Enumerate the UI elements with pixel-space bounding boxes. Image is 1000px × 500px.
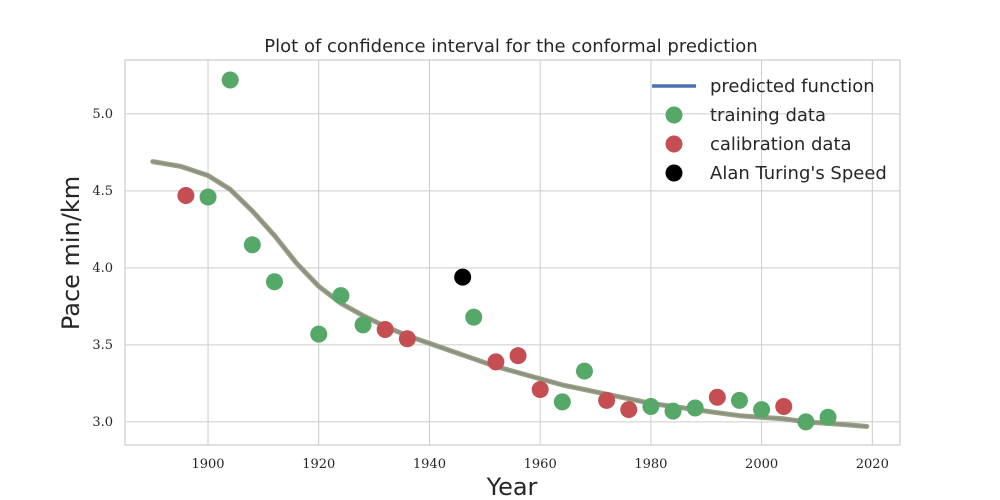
y-tick-label: 4.5: [92, 184, 113, 199]
data-points: [177, 71, 837, 431]
grid: [125, 60, 900, 445]
training-data-point: [265, 273, 283, 291]
training-data-point: [199, 188, 217, 206]
calibration-data-point: [598, 391, 616, 409]
y-tick-label: 3.0: [92, 415, 113, 430]
x-tick-label: 1900: [191, 457, 224, 472]
plot-frame: [124, 59, 901, 446]
training-data-point: [221, 71, 239, 89]
alan-turing-s-speed-point: [454, 268, 472, 286]
training-data-point: [642, 398, 660, 415]
calibration-data-point: [708, 388, 726, 406]
training-data-point: [243, 236, 261, 254]
legend-label-predicted-function: predicted function: [710, 76, 875, 97]
x-tick-label: 1980: [634, 457, 667, 472]
legend-label-calibration-data: calibration data: [710, 134, 852, 155]
x-tick-label: 1920: [302, 457, 335, 472]
training-data-point: [332, 287, 350, 305]
calibration-data-point: [487, 353, 505, 371]
training-data-point: [819, 408, 837, 426]
legend-label-training-data: training data: [710, 105, 826, 126]
x-tick-labels: 1900 1920 1940 1960 1980 2000 2020: [191, 457, 888, 472]
training-data-point: [664, 402, 682, 420]
x-tick-label: 2000: [745, 457, 778, 472]
calibration-data-point: [509, 347, 527, 365]
confidence-band: [150, 159, 870, 429]
y-tick-label: 5.0: [92, 107, 113, 122]
training-data-point: [465, 308, 483, 326]
training-data-point: [797, 413, 815, 431]
training-data-point: [753, 401, 771, 419]
x-tick-label: 1960: [524, 457, 557, 472]
training-data-point: [354, 316, 372, 334]
y-tick-labels: 3.0 3.5 4.0 4.5 5.0: [92, 107, 113, 430]
calibration-data-point: [775, 398, 793, 415]
y-tick-label: 4.0: [92, 261, 113, 276]
calibration-data-point: [376, 321, 394, 338]
x-tick-label: 1940: [413, 457, 446, 472]
y-axis-label: Pace min/km: [57, 176, 85, 330]
legend-swatch-alan-turing-s-speed: [665, 164, 683, 182]
calibration-data-point: [531, 381, 549, 399]
training-data-point: [553, 393, 571, 411]
calibration-data-point: [620, 401, 638, 419]
predicted-function-polyline: [151, 160, 868, 428]
training-data-point: [310, 325, 328, 343]
training-data-point: [575, 362, 593, 380]
x-axis-label: Year: [486, 473, 538, 500]
legend-swatch-calibration-data: [665, 135, 683, 153]
confidence-band-line: [150, 159, 870, 429]
predicted-function-line: [151, 160, 868, 428]
calibration-data-point: [398, 330, 416, 348]
legend-swatch-training-data: [665, 106, 683, 124]
chart-title: Plot of confidence interval for the conf…: [264, 36, 757, 57]
y-tick-label: 3.5: [92, 338, 113, 353]
x-tick-label: 2020: [856, 457, 889, 472]
legend-label-alan-turing-s-speed: Alan Turing's Speed: [710, 163, 887, 184]
training-data-point: [686, 399, 704, 417]
legend: predicted function training data calibrati…: [652, 76, 887, 184]
training-data-point: [730, 391, 748, 409]
calibration-data-point: [177, 187, 195, 205]
